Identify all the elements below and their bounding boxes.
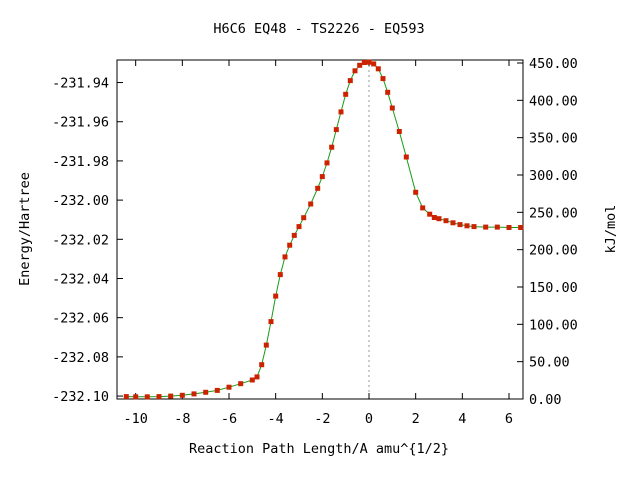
y2-tick-label: 100.00 <box>529 317 578 333</box>
data-point <box>315 185 321 191</box>
data-point <box>319 174 325 180</box>
data-point <box>308 201 314 207</box>
data-point <box>357 62 363 68</box>
data-point <box>483 224 489 230</box>
data-point <box>518 225 524 230</box>
y-tick-label: -232.00 <box>52 193 109 209</box>
data-point <box>123 394 129 400</box>
data-point <box>347 78 353 84</box>
data-point <box>214 387 220 393</box>
data-point <box>396 129 402 134</box>
data-point <box>144 394 150 400</box>
plot-area: -10 -8 -6 -4 -2 0 2 4 6 -231.94 -231.96 -231.98 -232… <box>52 56 578 427</box>
data-point <box>168 393 174 399</box>
data-point <box>352 68 358 74</box>
x-tick-label: -10 <box>123 411 147 427</box>
data-point <box>179 392 185 398</box>
data-point <box>238 381 244 387</box>
data-point <box>375 66 381 72</box>
y2-tick-label: 400.00 <box>529 93 578 109</box>
data-point <box>420 205 426 211</box>
data-point <box>464 223 470 229</box>
data-point <box>366 59 372 65</box>
data-point <box>380 76 386 82</box>
x-tick-label: -8 <box>174 411 190 427</box>
data-point <box>471 224 477 230</box>
energy-curve <box>126 61 521 398</box>
x-tick-label: 6 <box>505 411 513 427</box>
data-point <box>361 60 367 65</box>
y-tick-label: -231.98 <box>52 154 109 170</box>
data-point <box>413 189 419 195</box>
chart-title: H6C6 EQ48 - TS2226 - EQ593 <box>213 21 424 37</box>
data-point <box>371 61 377 67</box>
data-point <box>263 342 269 348</box>
data-point <box>133 394 139 400</box>
y-tick-label: -232.08 <box>52 350 109 366</box>
data-point <box>291 232 297 238</box>
y2-tick-label: 450.00 <box>529 56 578 72</box>
data-point <box>203 389 209 395</box>
plot-frame <box>116 59 524 400</box>
x-tick-label: 2 <box>412 411 420 427</box>
data-point <box>427 211 433 217</box>
data-point <box>254 374 260 380</box>
y-tick-label: -232.06 <box>52 311 109 327</box>
y-tick-label: -231.94 <box>52 76 109 92</box>
data-point <box>296 224 302 230</box>
data-point <box>226 384 232 390</box>
data-point <box>385 89 391 95</box>
y2-axis-label: kJ/mol <box>603 205 619 254</box>
y-tick-label: -232.02 <box>52 232 109 248</box>
y2-tick-label: 150.00 <box>529 280 578 296</box>
data-point <box>450 220 456 226</box>
data-point <box>324 160 330 166</box>
y2-tick-label: 200.00 <box>529 243 578 259</box>
x-axis-label: Reaction Path Length/A amu^{1/2} <box>189 441 449 457</box>
data-point <box>282 254 288 260</box>
data-point <box>268 319 274 325</box>
data-point <box>277 272 283 278</box>
data-point <box>443 218 449 224</box>
data-point <box>329 144 335 150</box>
y-tick-label: -232.04 <box>52 271 109 287</box>
x-tick-label: -4 <box>268 411 284 427</box>
y2-tick-label: 250.00 <box>529 205 578 221</box>
data-point <box>343 91 349 97</box>
x-tick-label: 0 <box>365 411 373 427</box>
data-point <box>259 362 265 368</box>
data-point <box>403 154 409 160</box>
data-point <box>273 293 279 299</box>
x-tick-label: -6 <box>221 411 237 427</box>
y2-tick-label: 0.00 <box>529 392 562 408</box>
data-point <box>156 394 162 400</box>
y2-tick-label: 350.00 <box>529 131 578 147</box>
y-tick-label: -232.10 <box>52 389 109 405</box>
data-point <box>338 109 344 115</box>
data-point <box>287 242 293 248</box>
data-point <box>431 215 437 220</box>
y-tick-label: -231.96 <box>52 115 109 131</box>
data-point <box>249 377 255 383</box>
y-axis-label: Energy/Hartree <box>17 172 33 286</box>
data-point <box>506 225 512 230</box>
y2-tick-label: 300.00 <box>529 168 578 184</box>
data-point <box>436 216 442 222</box>
data-point <box>191 391 197 397</box>
data-point <box>389 105 395 111</box>
x-tick-label: -2 <box>314 411 330 427</box>
data-point <box>457 222 463 228</box>
x-tick-label: 4 <box>458 411 466 427</box>
data-point <box>301 215 307 221</box>
data-point <box>333 127 339 133</box>
data-point <box>494 224 500 230</box>
y2-tick-label: 50.00 <box>529 355 570 371</box>
